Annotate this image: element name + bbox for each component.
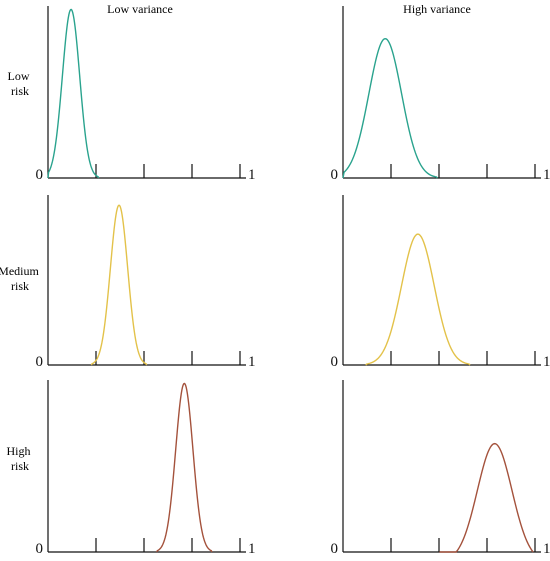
tick-label-end-r1c0: 1 <box>248 354 256 370</box>
tick-label-end-r0c1: 1 <box>543 167 550 183</box>
tick-label-start-r1c1: 0 <box>331 354 339 370</box>
tick-label-end-r2c1: 1 <box>543 541 550 557</box>
tick-label-end-r2c0: 1 <box>248 541 256 557</box>
tick-label-start-r2c0: 0 <box>36 541 44 557</box>
row-label-high-risk: High risk <box>7 444 34 473</box>
tick-label-start-r0c0: 0 <box>36 167 44 183</box>
row-label-medium-risk: Medium risk <box>0 264 42 293</box>
tick-label-start-r0c1: 0 <box>331 167 339 183</box>
density-curve-r1c1 <box>365 233 471 366</box>
panels-group: 0 1 0 1 0 1 0 1 0 1 0 1 <box>36 6 550 557</box>
tick-label-end-r0c0: 1 <box>248 167 256 183</box>
column-title-high-variance: High variance <box>403 2 471 16</box>
density-curve-r2c1 <box>439 442 534 553</box>
tick-label-start-r2c1: 0 <box>331 541 339 557</box>
tick-label-start-r1c0: 0 <box>36 354 44 370</box>
density-curve-r0c1 <box>342 37 438 179</box>
tick-label-end-r1c1: 1 <box>543 354 550 370</box>
density-curve-r1c0 <box>90 204 148 366</box>
density-curve-r2c0 <box>156 382 213 553</box>
column-title-low-variance: Low variance <box>107 2 173 16</box>
density-curve-r0c0 <box>47 8 100 179</box>
row-label-low-risk: Low risk <box>8 69 33 98</box>
